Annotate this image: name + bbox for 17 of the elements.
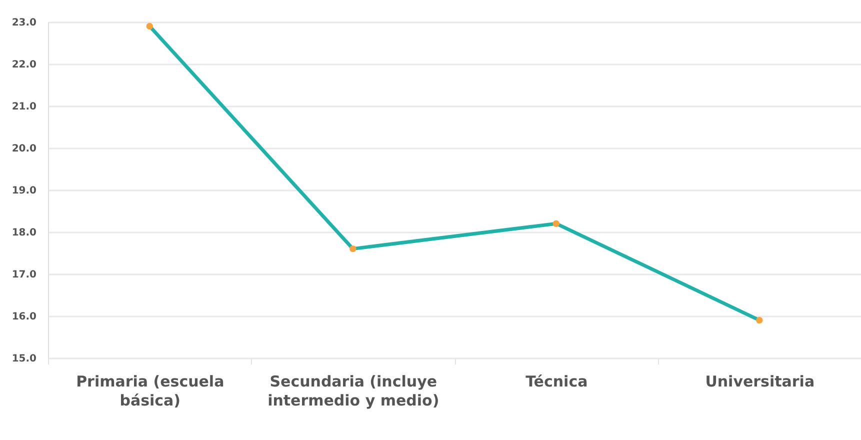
y-tick-label: 22.0 <box>12 60 37 70</box>
x-tick-label: Universitaria <box>705 372 815 390</box>
y-tick-label: 23.0 <box>12 18 37 28</box>
point <box>146 22 153 30</box>
y-tick-label: 19.0 <box>12 186 37 196</box>
y-tick-label: 16.0 <box>12 312 37 322</box>
x-tick-label: Técnica <box>526 372 588 390</box>
y-tick-label: 15.0 <box>12 354 37 364</box>
point <box>350 245 356 252</box>
y-tick-label: 17.0 <box>12 270 37 280</box>
y-tick-label: 18.0 <box>12 228 37 238</box>
x-tick-label: Secundaria (incluye intermedio y medio) <box>268 372 440 410</box>
x-tick-label: Primaria (escuela básica) <box>76 372 224 410</box>
point <box>756 316 763 324</box>
y-tick-label: 21.0 <box>12 102 37 112</box>
point <box>552 220 560 227</box>
y-tick-label: 20.0 <box>12 144 37 154</box>
